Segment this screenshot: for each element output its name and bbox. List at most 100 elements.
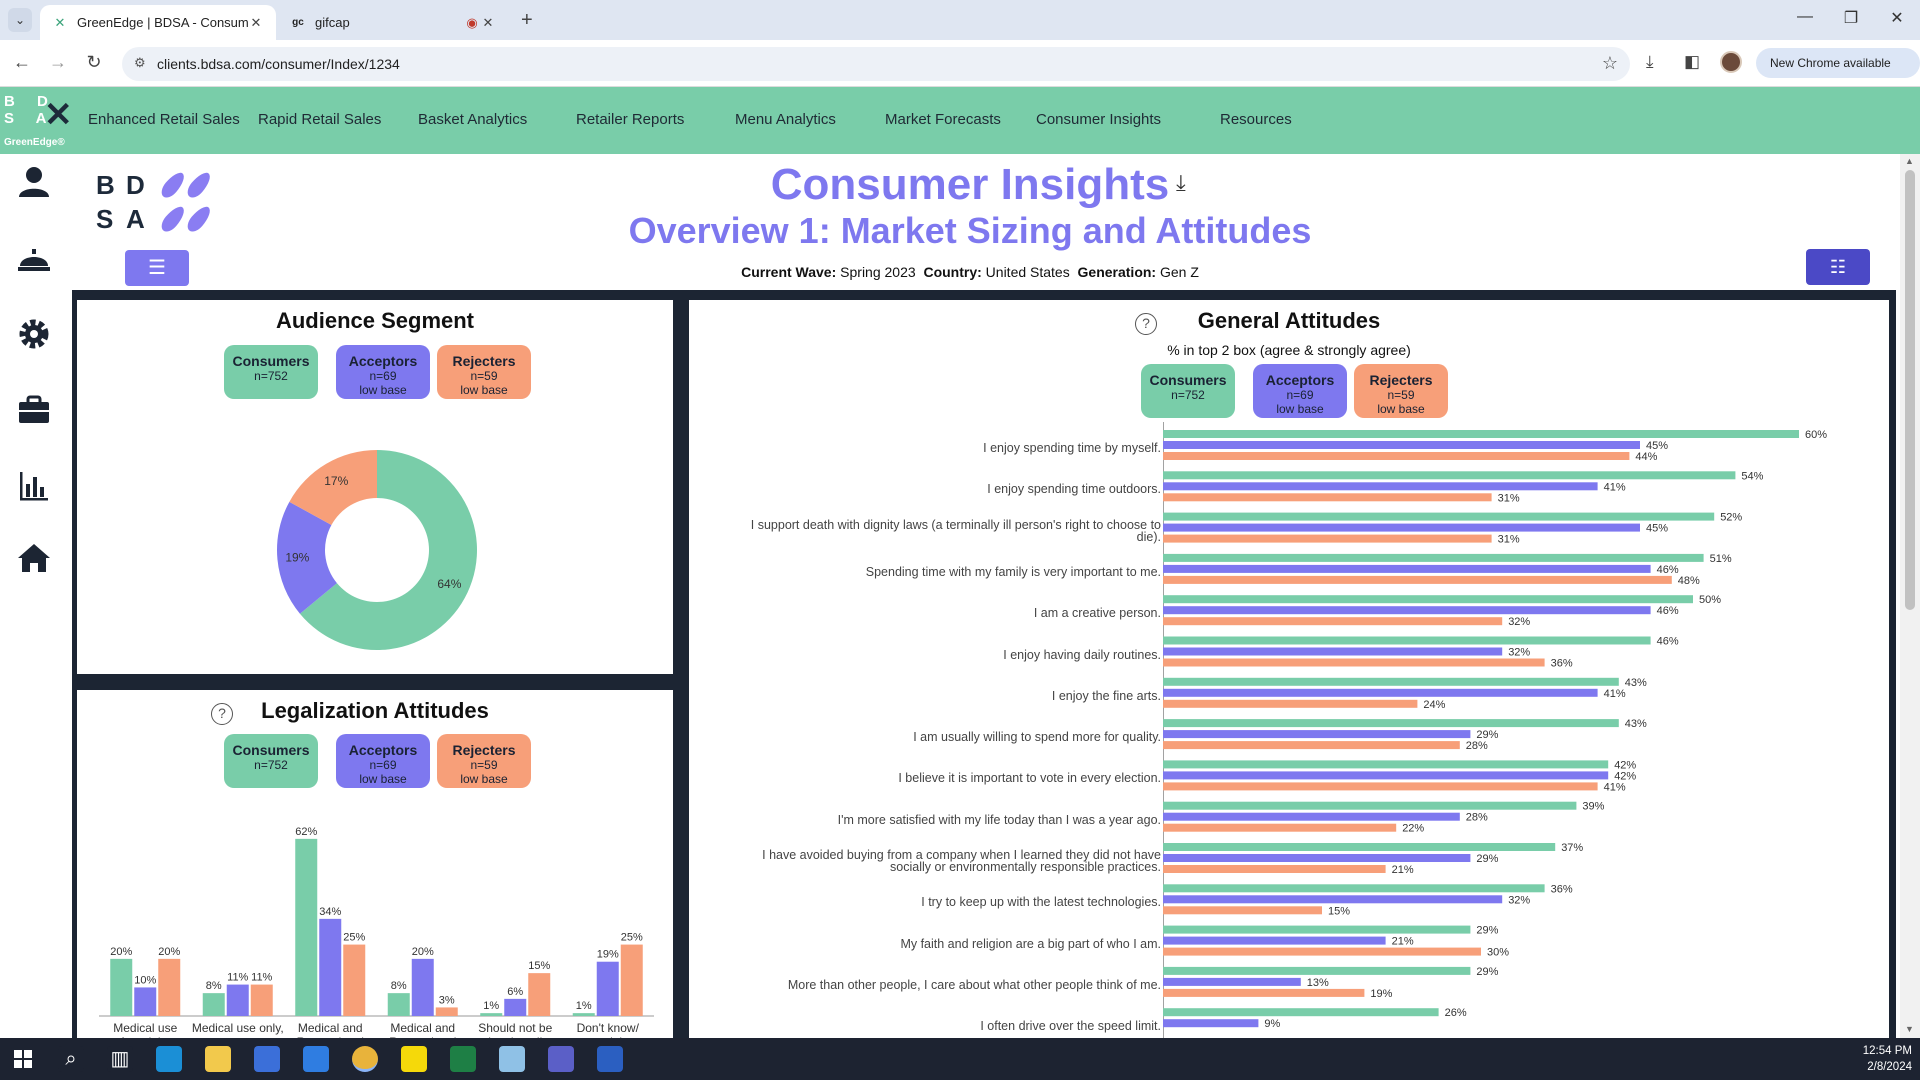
attitude-bar-rejecters[interactable] xyxy=(1163,658,1545,667)
nav-retailer-reports[interactable]: Retailer Reports xyxy=(576,111,685,128)
back-icon[interactable]: ← xyxy=(13,52,31,72)
legal-bar-acceptors[interactable] xyxy=(319,918,342,1016)
attitude-bar-acceptors[interactable] xyxy=(1163,895,1503,904)
legal-bar-acceptors[interactable] xyxy=(226,984,249,1016)
attitude-bar-acceptors[interactable] xyxy=(1163,441,1640,449)
help-icon[interactable]: ? xyxy=(211,703,233,725)
attitude-bar-consumers[interactable] xyxy=(1163,760,1609,769)
legal-bar-consumers[interactable] xyxy=(110,958,133,1016)
legal-bar-consumers[interactable] xyxy=(572,1013,595,1016)
forward-icon[interactable]: → xyxy=(49,52,67,72)
attitude-bar-acceptors[interactable] xyxy=(1163,688,1598,697)
attitude-bar-rejecters[interactable] xyxy=(1163,782,1598,791)
donut-slice-acceptors[interactable] xyxy=(277,501,337,614)
legal-bar-consumers[interactable] xyxy=(480,1013,503,1016)
legal-bar-consumers[interactable] xyxy=(295,838,318,1016)
side-panel-icon[interactable]: ◧ xyxy=(1684,52,1701,71)
attitude-bar-rejecters[interactable] xyxy=(1163,699,1418,708)
attitude-bar-rejecters[interactable] xyxy=(1163,906,1322,915)
attitude-bar-acceptors[interactable] xyxy=(1163,523,1640,532)
new-tab-button[interactable]: + xyxy=(521,9,533,31)
attitude-bar-rejecters[interactable] xyxy=(1163,452,1630,460)
legal-bar-acceptors[interactable] xyxy=(596,961,619,1016)
bar-chart-icon[interactable] xyxy=(16,468,52,504)
attitude-bar-rejecters[interactable] xyxy=(1163,947,1481,956)
legal-bar-rejecters[interactable] xyxy=(528,973,551,1016)
nav-consumer-insights[interactable]: Consumer Insights xyxy=(1036,111,1162,128)
legal-bar-consumers[interactable] xyxy=(202,993,225,1016)
nav-enhanced-retail-sales[interactable]: Enhanced Retail Sales xyxy=(88,111,240,128)
attitude-bar-consumers[interactable] xyxy=(1163,801,1577,810)
attitude-bar-rejecters[interactable] xyxy=(1163,575,1672,584)
legal-bar-rejecters[interactable] xyxy=(435,1007,458,1016)
sticky-notes-icon[interactable] xyxy=(401,1046,427,1072)
excel-icon[interactable] xyxy=(450,1046,476,1072)
attitude-bar-acceptors[interactable] xyxy=(1163,771,1609,780)
nav-resources[interactable]: Resources xyxy=(1220,111,1292,128)
legal-bar-rejecters[interactable] xyxy=(343,944,366,1016)
browser-tab-greenedge[interactable]: ✕ GreenEdge | BDSA - Consume ✕ xyxy=(40,5,276,40)
page-scrollbar[interactable]: ▲ ▼ xyxy=(1900,154,1920,1038)
attitude-bar-consumers[interactable] xyxy=(1163,1008,1439,1017)
nav-basket-analytics[interactable]: Basket Analytics xyxy=(418,111,528,128)
filter-button[interactable]: ☷ xyxy=(1806,249,1870,285)
donut-slice-consumers[interactable] xyxy=(299,450,477,650)
close-icon[interactable]: ✕ xyxy=(482,14,494,30)
attitude-bar-acceptors[interactable] xyxy=(1163,606,1651,615)
bookmark-star-icon[interactable]: ☆ xyxy=(1601,53,1618,73)
windows-start-icon[interactable] xyxy=(14,1050,32,1068)
scrollbar-thumb[interactable] xyxy=(1905,170,1915,610)
nav-market-forecasts[interactable]: Market Forecasts xyxy=(885,111,1001,128)
legal-bar-acceptors[interactable] xyxy=(504,998,527,1016)
legal-bar-acceptors[interactable] xyxy=(411,958,434,1016)
attitude-bar-rejecters[interactable] xyxy=(1163,865,1386,873)
edge-icon[interactable] xyxy=(156,1046,182,1072)
attitude-bar-consumers[interactable] xyxy=(1163,636,1651,645)
profile-avatar[interactable] xyxy=(1720,51,1742,73)
attitude-bar-consumers[interactable] xyxy=(1163,884,1545,893)
attitude-bar-consumers[interactable] xyxy=(1163,843,1556,851)
attitude-bar-acceptors[interactable] xyxy=(1163,936,1386,945)
system-clock[interactable]: 12:54 PM 2/8/2024 xyxy=(1863,1043,1912,1075)
attitude-bar-acceptors[interactable] xyxy=(1163,730,1471,739)
chrome-icon[interactable] xyxy=(352,1046,378,1072)
attitude-bar-rejecters[interactable] xyxy=(1163,988,1365,997)
omnibox[interactable]: ⚙ clients.bdsa.com/consumer/Index/1234 ☆ xyxy=(122,47,1630,81)
site-info-icon[interactable]: ⚙ xyxy=(134,55,146,70)
attitude-bar-consumers[interactable] xyxy=(1163,553,1704,562)
attitude-bar-rejecters[interactable] xyxy=(1163,741,1460,750)
menu-button[interactable]: ☰ xyxy=(125,250,189,286)
attitude-bar-acceptors[interactable] xyxy=(1163,1019,1259,1028)
minimize-icon[interactable]: — xyxy=(1797,8,1813,25)
scroll-down-icon[interactable]: ▼ xyxy=(1905,1024,1914,1034)
attitude-bar-consumers[interactable] xyxy=(1163,595,1693,604)
store-icon[interactable] xyxy=(254,1046,280,1072)
word-icon[interactable] xyxy=(597,1046,623,1072)
attitude-bar-acceptors[interactable] xyxy=(1163,482,1598,491)
download-icon[interactable]: ⤓ xyxy=(1176,170,1186,195)
window-close-icon[interactable]: ✕ xyxy=(1890,10,1904,27)
tab-search-chevron-icon[interactable]: ⌄ xyxy=(8,8,32,32)
user-icon[interactable] xyxy=(16,164,52,200)
nav-menu-analytics[interactable]: Menu Analytics xyxy=(735,111,836,128)
attitude-bar-consumers[interactable] xyxy=(1163,925,1471,934)
attitude-bar-rejecters[interactable] xyxy=(1163,617,1503,626)
download-icon[interactable]: ⤓ xyxy=(1646,52,1654,71)
attitude-bar-consumers[interactable] xyxy=(1163,966,1471,975)
attitude-bar-rejecters[interactable] xyxy=(1163,534,1492,543)
browser-tab-gifcap[interactable]: gc gifcap ◉ ✕ xyxy=(278,5,508,40)
attitude-bar-consumers[interactable] xyxy=(1163,430,1799,438)
mail-icon[interactable] xyxy=(303,1046,329,1072)
attitude-bar-acceptors[interactable] xyxy=(1163,647,1503,656)
search-icon[interactable]: ⌕ xyxy=(58,1046,84,1072)
legal-bar-rejecters[interactable] xyxy=(158,958,181,1016)
notepad-icon[interactable] xyxy=(499,1046,525,1072)
legal-bar-rejecters[interactable] xyxy=(250,984,273,1016)
teams-icon[interactable] xyxy=(548,1046,574,1072)
attitude-bar-acceptors[interactable] xyxy=(1163,564,1651,573)
service-bell-icon[interactable] xyxy=(16,240,52,276)
url-text[interactable]: clients.bdsa.com/consumer/Index/1234 xyxy=(157,56,400,72)
attitude-bar-acceptors[interactable] xyxy=(1163,977,1301,986)
attitude-bar-rejecters[interactable] xyxy=(1163,493,1492,502)
